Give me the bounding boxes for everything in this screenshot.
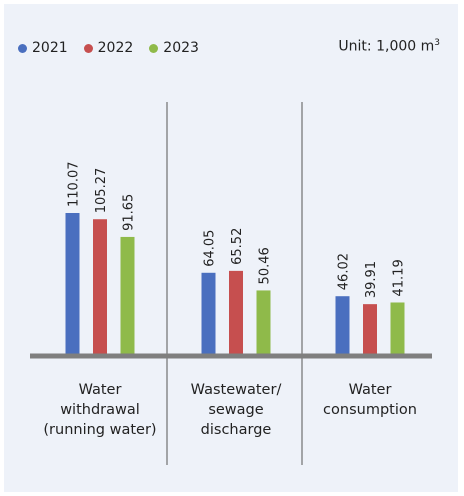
category-label-2: Wastewater/: [191, 382, 282, 398]
value-label-2021-1: 110.07: [67, 162, 82, 208]
category-label-1: Water: [79, 382, 122, 398]
bar-2021-3: [335, 296, 350, 356]
bar-2021-2: [201, 272, 216, 356]
value-label-2022-2: 65.52: [230, 228, 245, 265]
chart-panel: 2021 2022 2023 Unit: 1,000 m3 110.07 64.0…: [4, 4, 458, 492]
chart-legend: 2021 2022 2023: [18, 40, 199, 56]
legend-marker-2022: [83, 43, 93, 53]
legend-item-2022: 2022: [83, 40, 134, 56]
category-label-3: consumption: [323, 402, 417, 418]
bar-chart: 110.07 64.05 46.02 105.27 65.52 39.91 91.65 50.…: [30, 102, 432, 465]
bar-2021-1: [65, 213, 80, 356]
bar-2022-3: [363, 304, 377, 356]
bar-2022-1: [93, 219, 107, 356]
category-label-1: withdrawal: [60, 402, 140, 418]
value-label-2021-2: 64.05: [203, 230, 218, 267]
bar-2023-1: [120, 236, 135, 356]
legend-item-2023: 2023: [149, 40, 199, 56]
value-label-2021-3: 46.02: [337, 253, 352, 290]
bar-2023-3: [390, 302, 405, 356]
category-label-2: discharge: [201, 422, 272, 438]
value-label-2023-2: 50.46: [258, 247, 273, 284]
bar-2022-2: [229, 270, 243, 356]
value-label-2023-1: 91.65: [122, 194, 137, 231]
category-label-3: Water: [349, 382, 392, 398]
value-label-2022-3: 39.91: [364, 261, 379, 298]
value-label-2022-1: 105.27: [94, 168, 109, 214]
legend-item-2021: 2021: [18, 40, 68, 56]
value-label-2023-3: 41.19: [392, 259, 407, 296]
x-axis-baseline: [30, 353, 432, 359]
legend-marker-2023: [149, 43, 159, 53]
unit-label: Unit: 1,000 m3: [338, 38, 440, 55]
category-label-2: sewage: [208, 402, 263, 418]
bar-2023-2: [256, 290, 271, 356]
legend-label-2023: 2023: [163, 40, 199, 56]
category-label-1: (running water): [43, 422, 156, 438]
legend-label-2022: 2022: [97, 40, 134, 56]
legend-marker-2021: [18, 43, 27, 53]
legend-label-2021: 2021: [32, 40, 68, 56]
